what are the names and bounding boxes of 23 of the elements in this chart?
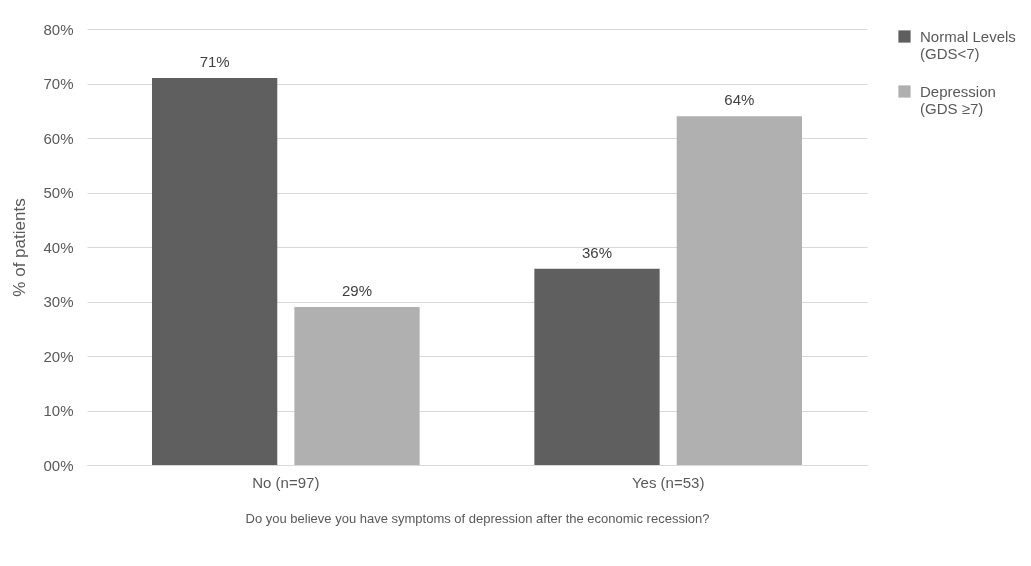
x-tick-label: Yes (n=53)	[631, 473, 705, 491]
y-axis-title: % of patients	[10, 198, 30, 297]
y-tick-label: 10%	[43, 402, 74, 419]
bar	[152, 78, 278, 465]
y-tick-label: 00%	[43, 456, 74, 474]
bar	[534, 268, 660, 465]
y-tick-label: 60%	[43, 129, 74, 147]
data-label: 36%	[581, 243, 613, 261]
bar	[676, 116, 802, 465]
y-tick-label: 40%	[43, 238, 74, 256]
legend-label: Normal Levels (GDS<7)	[920, 27, 1016, 62]
data-label: 29%	[341, 281, 373, 299]
y-tick-label: 20%	[43, 347, 74, 365]
x-axis-title: Do you believe you have symptoms of depression after the economic recession?	[245, 510, 710, 526]
data-label: 71%	[199, 53, 230, 71]
y-tick-label: 70%	[43, 75, 74, 92]
x-tick-label: No (n=97)	[252, 473, 320, 491]
legend-label: Depression (GDS ≥7)	[920, 82, 996, 117]
y-tick-label: 30%	[43, 293, 74, 310]
y-tick-label: 80%	[43, 20, 74, 38]
data-label: 64%	[724, 91, 755, 109]
y-tick-label: 50%	[43, 184, 74, 201]
bar	[294, 306, 420, 465]
